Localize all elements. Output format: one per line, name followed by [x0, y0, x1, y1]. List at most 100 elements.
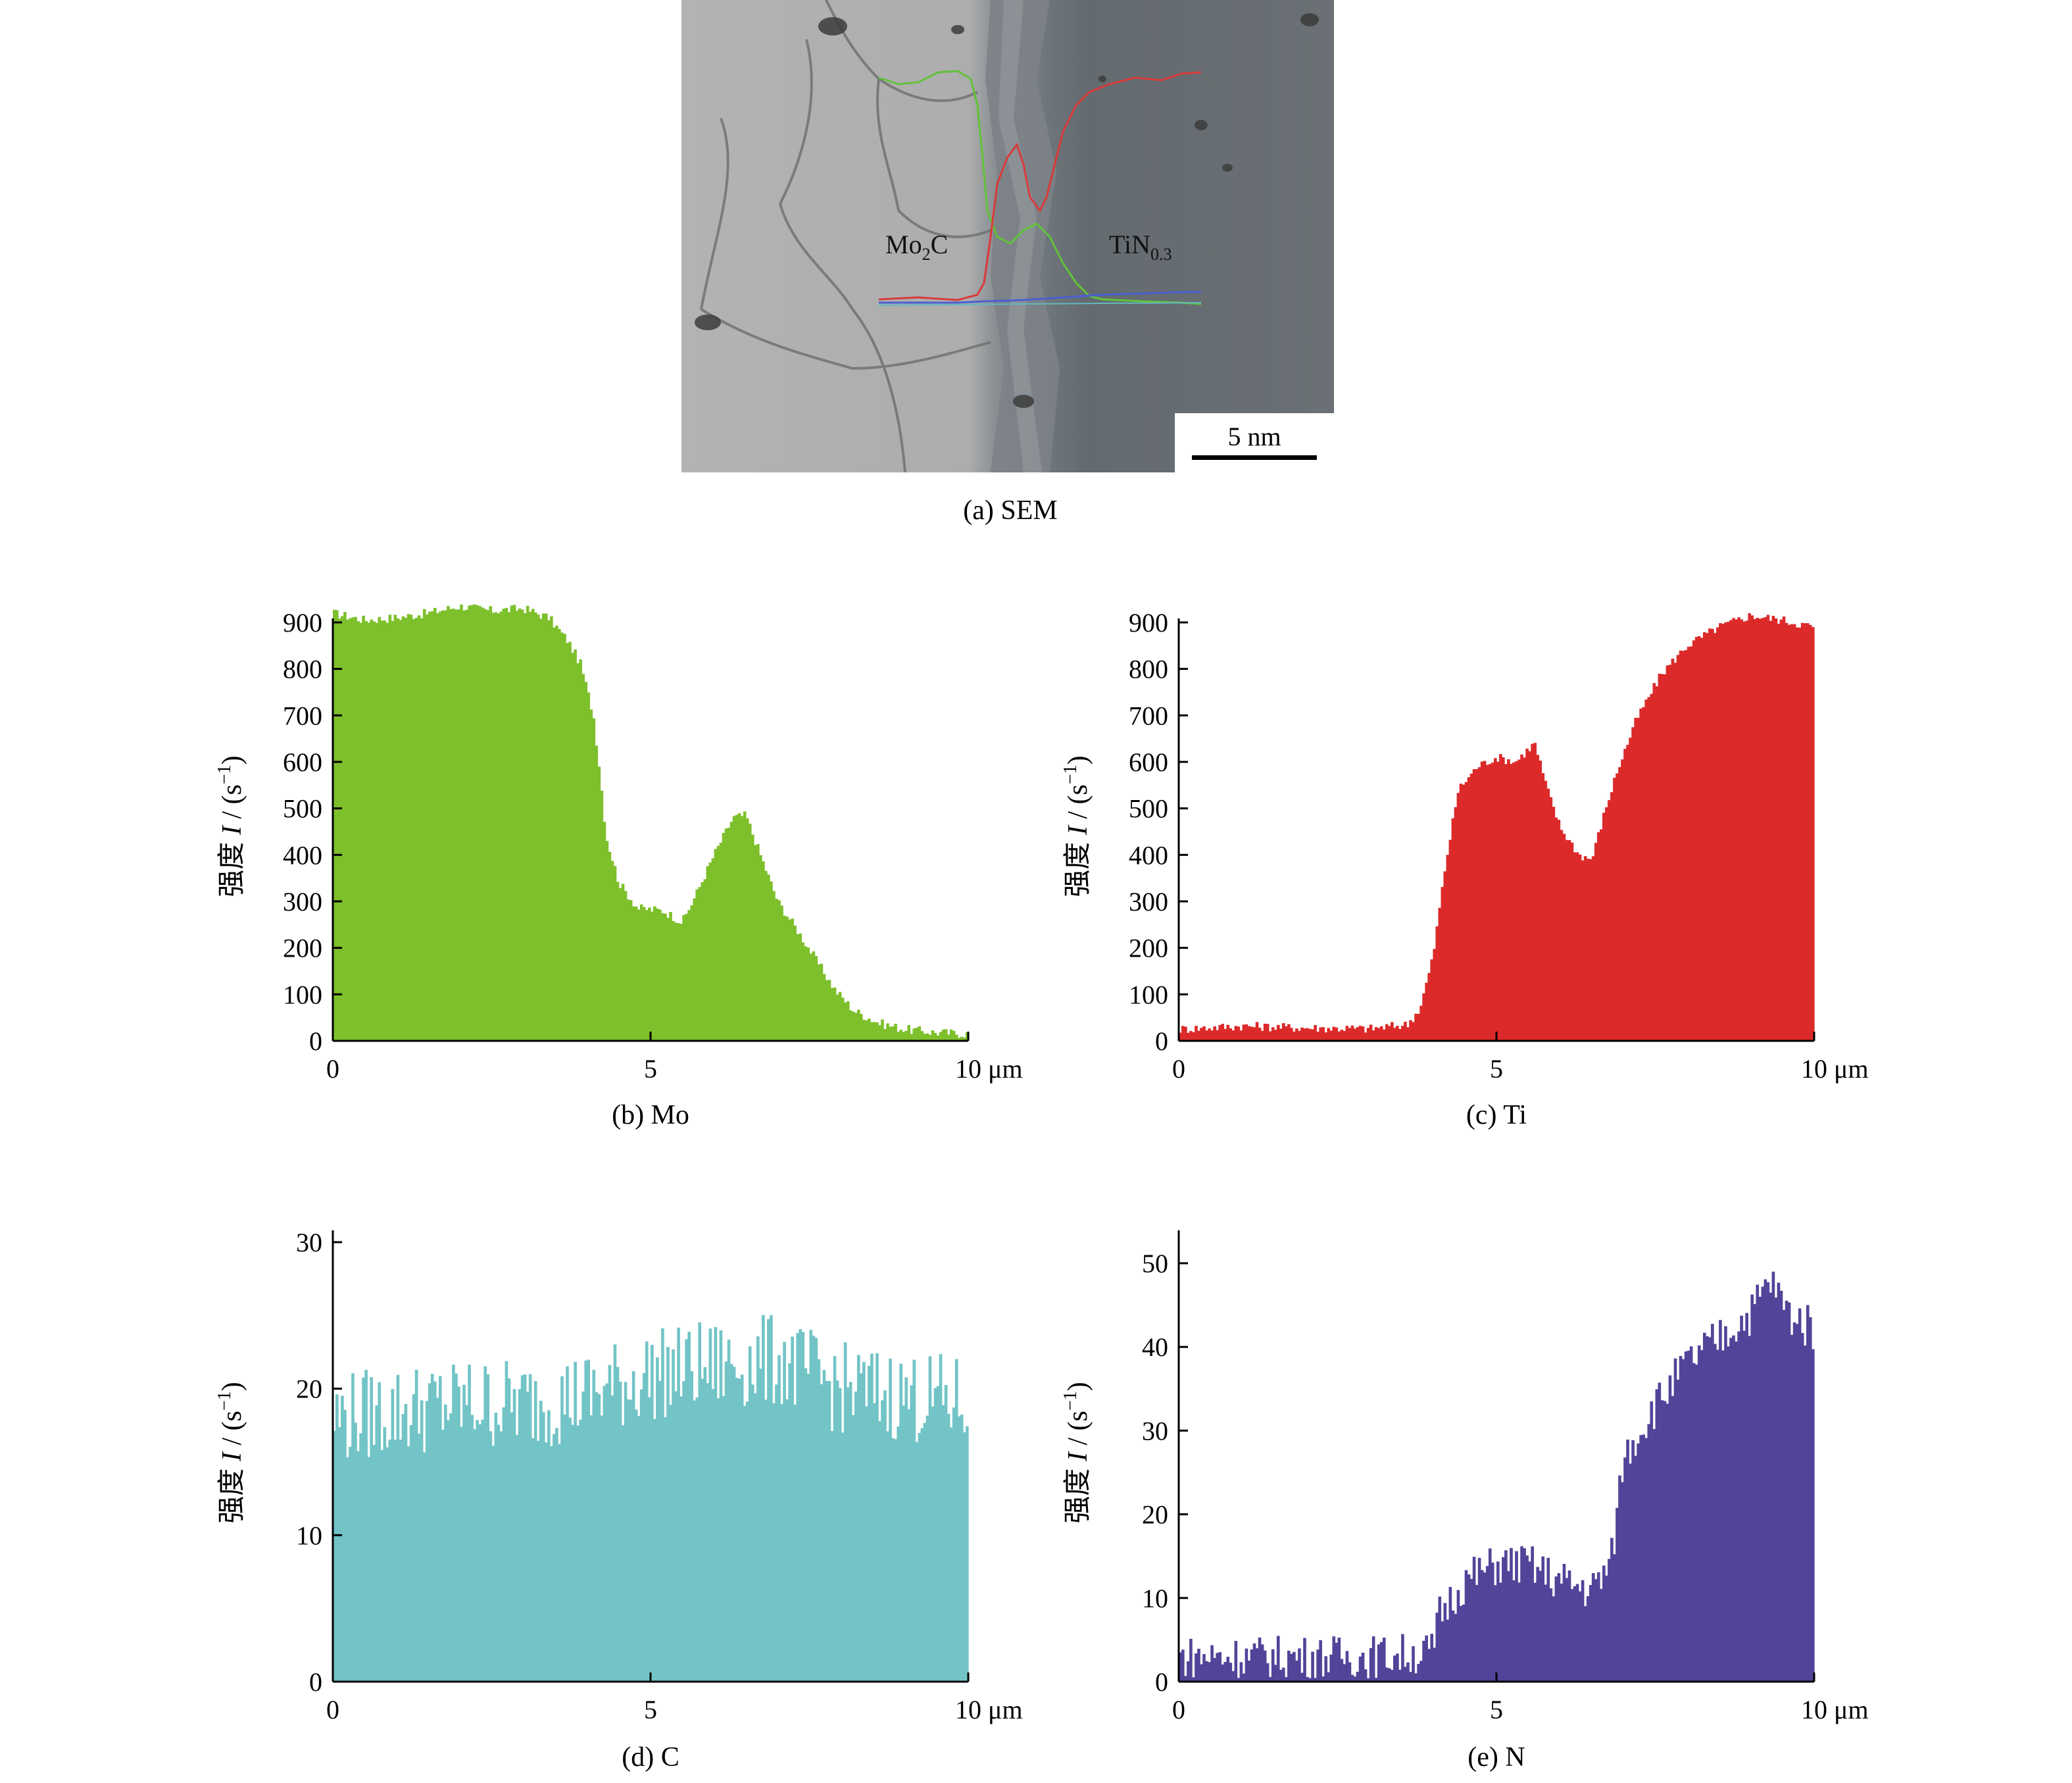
- bar: [1181, 1649, 1185, 1682]
- bar: [830, 1431, 834, 1682]
- bar: [1477, 767, 1481, 1041]
- y-axis-label: 强度 I / (s−1): [1060, 1382, 1093, 1523]
- bar: [693, 1400, 697, 1682]
- bar: [653, 1419, 656, 1682]
- bar: [417, 615, 421, 1041]
- bar: [706, 1383, 710, 1682]
- bar: [764, 870, 768, 1041]
- bar: [497, 1424, 501, 1682]
- bar: [1340, 1659, 1344, 1682]
- bar: [354, 616, 357, 1041]
- bar: [1679, 650, 1683, 1041]
- bar: [775, 899, 778, 1041]
- bar: [1544, 780, 1548, 1041]
- bar: [870, 1353, 874, 1682]
- bar: [518, 608, 522, 1041]
- bar: [1279, 1670, 1283, 1682]
- bar: [783, 915, 786, 1041]
- bar: [1258, 1637, 1262, 1682]
- bar: [881, 1019, 884, 1041]
- bar: [452, 609, 455, 1041]
- bar: [1329, 1654, 1333, 1682]
- bar: [859, 1373, 863, 1682]
- bar: [822, 974, 826, 1041]
- bar: [1575, 1584, 1579, 1682]
- bar: [1451, 818, 1455, 1041]
- bar: [962, 1432, 966, 1682]
- bar: [370, 619, 373, 1041]
- bar: [444, 610, 447, 1041]
- bar: [362, 1377, 365, 1682]
- bar: [1260, 1030, 1264, 1041]
- bar: [531, 1438, 535, 1682]
- bar: [889, 1358, 892, 1682]
- bar: [1250, 1649, 1254, 1682]
- bar: [1229, 1028, 1233, 1041]
- bar: [349, 618, 352, 1041]
- bar: [341, 1395, 344, 1682]
- chart-panel-b: 0 100 200 300 400 500 600 700 800 900 0 5 10 μm 强度 I …: [214, 604, 1023, 1130]
- bar: [780, 1404, 783, 1682]
- bar: [1727, 622, 1730, 1041]
- bar: [1745, 620, 1748, 1041]
- bar: [595, 1392, 599, 1682]
- bar: [1673, 1358, 1677, 1682]
- bar: [1660, 674, 1664, 1041]
- bar: [947, 1413, 950, 1682]
- bar: [1427, 1649, 1431, 1682]
- bar: [693, 898, 697, 1041]
- bar: [1353, 1676, 1357, 1682]
- bar: [1345, 1026, 1349, 1041]
- bar: [1694, 637, 1698, 1041]
- caption-sem: (a) SEM: [963, 495, 1058, 526]
- bar: [1806, 1305, 1810, 1682]
- bar: [1769, 1292, 1773, 1682]
- bar: [1567, 1570, 1571, 1682]
- bar: [539, 1400, 543, 1682]
- bar: [796, 934, 800, 1041]
- bar: [1616, 1507, 1619, 1682]
- bar: [1298, 1030, 1301, 1041]
- bar: [825, 1381, 829, 1682]
- bar: [1467, 1574, 1471, 1682]
- bar: [743, 1405, 747, 1682]
- bar: [1811, 1349, 1815, 1682]
- bar: [1583, 1606, 1587, 1682]
- bar: [806, 947, 810, 1041]
- bar: [939, 1032, 943, 1041]
- y-tick-label: 30: [296, 1228, 322, 1257]
- bar: [460, 1426, 463, 1682]
- bar: [335, 1394, 339, 1682]
- bar: [1787, 624, 1791, 1041]
- bar: [1665, 665, 1669, 1041]
- bar: [502, 1407, 506, 1682]
- bar: [1306, 1028, 1309, 1041]
- bar: [745, 818, 749, 1041]
- bar: [904, 1377, 908, 1682]
- bar: [740, 816, 744, 1041]
- y-tick-label: 500: [1129, 794, 1168, 824]
- bar: [1586, 859, 1590, 1041]
- y-tick-label: 400: [1129, 840, 1168, 870]
- bar: [1263, 1023, 1267, 1041]
- bar: [1459, 784, 1463, 1041]
- bar: [1792, 1322, 1796, 1682]
- bar: [1311, 1029, 1314, 1041]
- bar: [912, 1028, 916, 1041]
- bar: [1433, 1647, 1437, 1682]
- bar: [1650, 1401, 1654, 1682]
- bar: [1308, 1028, 1312, 1041]
- bar: [1239, 1662, 1243, 1682]
- bar: [483, 609, 487, 1041]
- bar: [637, 1416, 641, 1682]
- bar: [1345, 1651, 1349, 1682]
- bar: [1417, 1664, 1420, 1682]
- bar: [1195, 1653, 1198, 1682]
- scale-bar-box: [1175, 413, 1334, 472]
- bar: [1491, 1562, 1494, 1682]
- bar: [351, 1373, 355, 1682]
- bar: [941, 1405, 945, 1682]
- x-tick-label: 5: [644, 1054, 657, 1084]
- bar: [367, 622, 370, 1041]
- bar: [428, 1383, 432, 1682]
